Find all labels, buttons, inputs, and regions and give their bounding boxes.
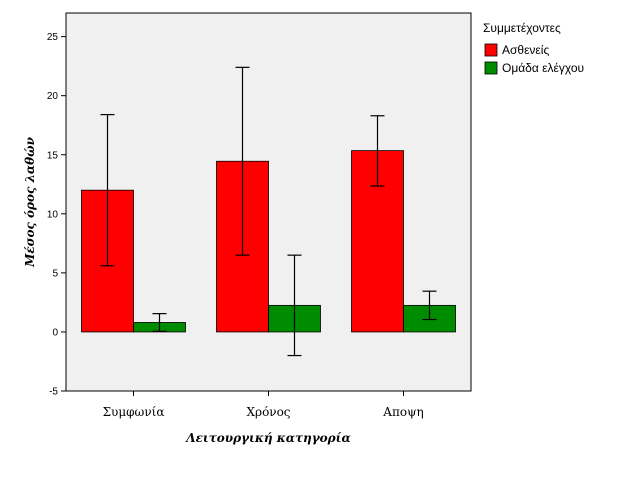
legend-title: Συμμετέχοντες bbox=[483, 21, 561, 35]
y-tick-label: 20 bbox=[47, 91, 59, 102]
legend: Συμμετέχοντες Ασθενείς Ομάδα ελέγχου bbox=[483, 21, 584, 75]
x-axis-title: Λειτουργική κατηγορία bbox=[185, 431, 350, 445]
y-tick-label: 5 bbox=[52, 268, 58, 279]
y-axis: -5 0 5 10 15 20 25 bbox=[47, 32, 66, 398]
x-axis: Συμφωνία Χρόνος Αποψη bbox=[103, 391, 424, 419]
y-tick-label: 10 bbox=[47, 209, 59, 220]
y-tick-label: -5 bbox=[49, 387, 58, 398]
legend-swatch bbox=[484, 43, 498, 57]
y-axis-title: Μέσος όρος λαθών bbox=[23, 136, 37, 267]
error-bars-group bbox=[100, 66, 437, 357]
legend-swatch bbox=[484, 61, 498, 75]
legend-label: Ασθενείς bbox=[502, 43, 549, 57]
x-tick-label: Συμφωνία bbox=[103, 405, 165, 419]
y-tick-label: 15 bbox=[47, 150, 59, 161]
legend-label: Ομάδα ελέγχου bbox=[502, 61, 584, 75]
x-tick-label: Αποψη bbox=[382, 405, 423, 419]
y-tick-label: 25 bbox=[47, 32, 59, 43]
x-tick-label: Χρόνος bbox=[246, 405, 290, 419]
y-tick-label: 0 bbox=[52, 327, 58, 338]
